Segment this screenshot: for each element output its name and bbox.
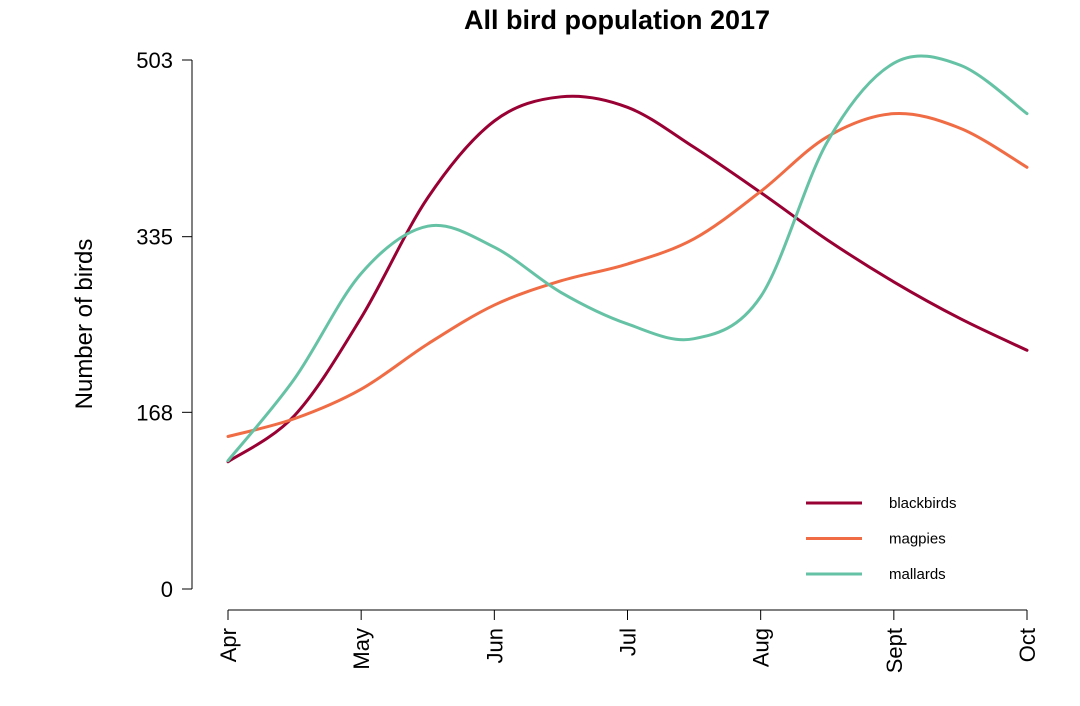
x-tick-label: Oct: [1015, 628, 1040, 662]
y-ticks: 0 168 335 503: [136, 48, 192, 602]
y-tick-label: 503: [136, 48, 173, 73]
x-tick-label: Jun: [482, 628, 507, 663]
chart-title: All bird population 2017: [464, 5, 770, 35]
x-tick-label: Apr: [216, 628, 241, 662]
x-tick-label: Jul: [616, 628, 641, 656]
x-tick-label: Sept: [882, 628, 907, 673]
legend-label: blackbirds: [889, 495, 957, 512]
series-line-mallards: [226, 54, 1029, 463]
series-lines: [226, 54, 1029, 464]
x-ticks: Apr May Jun Jul Aug Sept Oct: [216, 610, 1040, 673]
y-axis-label: Number of birds: [71, 239, 98, 410]
legend-label: mallards: [889, 566, 946, 583]
legend: blackbirds magpies mallards: [806, 495, 957, 583]
y-tick-label: 168: [136, 400, 173, 425]
y-tick-label: 0: [161, 577, 173, 602]
y-tick-label: 335: [136, 225, 173, 250]
series-line-magpies: [226, 111, 1029, 439]
x-tick-label: Aug: [749, 628, 774, 667]
series-line-blackbirds: [226, 94, 1029, 464]
x-tick-label: May: [349, 628, 374, 670]
legend-label: magpies: [889, 531, 946, 548]
